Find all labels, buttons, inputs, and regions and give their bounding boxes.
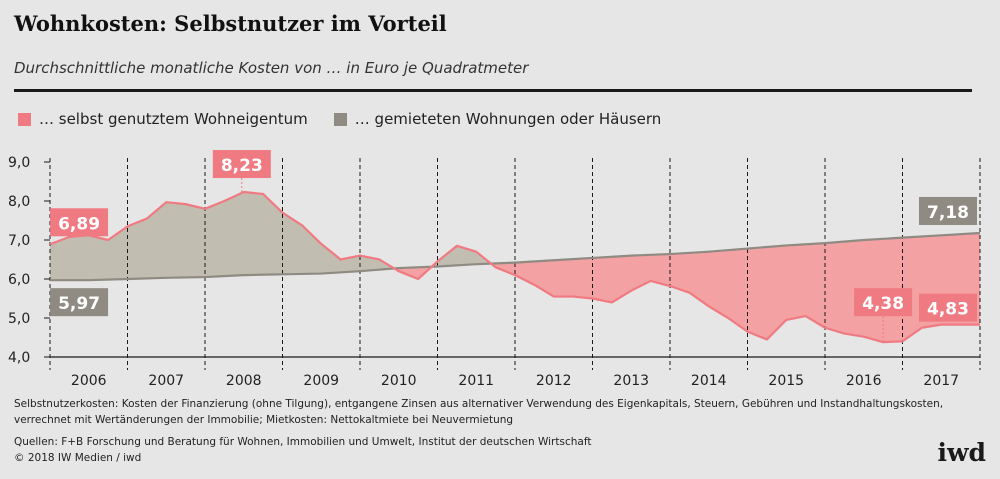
data-label-1: 8,23 xyxy=(221,156,263,176)
x-tick-label-2011: 2011 xyxy=(458,373,494,389)
x-tick-label-2013: 2013 xyxy=(613,373,649,389)
data-label-0: 6,89 xyxy=(58,214,100,234)
x-tick-label-2007: 2007 xyxy=(148,373,184,389)
y-tick-label-3: 7,0 xyxy=(8,233,30,249)
sources-line: Quellen: F+B Forschung und Beratung für … xyxy=(14,436,592,448)
housing-cost-chart: 4,0 5,0 6,0 7,0 8,0 9,0 2006 2007 2008 2009 2010 20… xyxy=(8,150,981,389)
y-tick-label-5: 9,0 xyxy=(8,155,30,171)
y-tick-label-1: 5,0 xyxy=(8,311,30,327)
data-label-box-5 xyxy=(919,293,977,322)
x-tick-label-2009: 2009 xyxy=(303,373,339,389)
x-tick-label-2006: 2006 xyxy=(71,373,107,389)
y-tick-label-0: 4,0 xyxy=(8,350,30,366)
legend-item-renter: … gemieteten Wohnungen oder Häusern xyxy=(333,110,662,128)
x-tick-label-2015: 2015 xyxy=(768,373,804,389)
x-tick-label-2012: 2012 xyxy=(536,373,572,389)
x-tick-label-2014: 2014 xyxy=(691,373,727,389)
chart-title: Wohnkosten: Selbstnutzer im Vorteil xyxy=(14,11,447,36)
legend-item-owner: … selbst genutztem Wohneigentum xyxy=(18,110,308,128)
x-tick-label-2010: 2010 xyxy=(381,373,417,389)
gap-fill-area-1 xyxy=(394,266,432,279)
gap-fill-area-0 xyxy=(50,192,395,281)
y-tick-label-4: 8,0 xyxy=(8,194,30,210)
copyright-line: © 2018 IW Medien / iwd xyxy=(14,452,142,464)
title-divider xyxy=(14,89,972,92)
chart-subtitle: Durchschnittliche monatliche Kosten von … xyxy=(14,59,529,77)
footnote-definition: Selbstnutzerkosten: Kosten der Finanzier… xyxy=(14,398,944,426)
data-label-2: 5,97 xyxy=(58,294,100,314)
data-label-5: 4,83 xyxy=(927,300,969,320)
data-label-box-0 xyxy=(50,208,109,237)
data-label-box-2 xyxy=(50,288,109,317)
data-label-3: 7,18 xyxy=(927,203,969,223)
data-label-4: 4,38 xyxy=(862,294,904,314)
x-tick-label-2017: 2017 xyxy=(923,373,959,389)
chart-legend: … selbst genutztem Wohneigentum … gemiet… xyxy=(18,110,687,128)
series-line-owner xyxy=(49,190,980,344)
legend-label-renter: … gemieteten Wohnungen oder Häusern xyxy=(354,110,662,128)
y-tick-label-2: 6,0 xyxy=(8,272,30,288)
x-tick-label-2008: 2008 xyxy=(226,373,262,389)
legend-label-owner: … selbst genutztem Wohneigentum xyxy=(39,110,308,128)
footnote-sources: Quellen: F+B Forschung und Beratung für … xyxy=(14,434,914,466)
x-tick-label-2016: 2016 xyxy=(846,373,882,389)
data-label-box-1 xyxy=(212,150,271,179)
series-line-renter xyxy=(50,231,981,282)
legend-swatch-owner xyxy=(18,112,31,126)
data-label-box-3 xyxy=(919,196,977,225)
iwd-logo: iwd xyxy=(937,438,987,467)
legend-swatch-renter xyxy=(333,112,347,126)
gap-fill-area-2 xyxy=(431,246,492,267)
data-label-box-4 xyxy=(854,288,913,317)
